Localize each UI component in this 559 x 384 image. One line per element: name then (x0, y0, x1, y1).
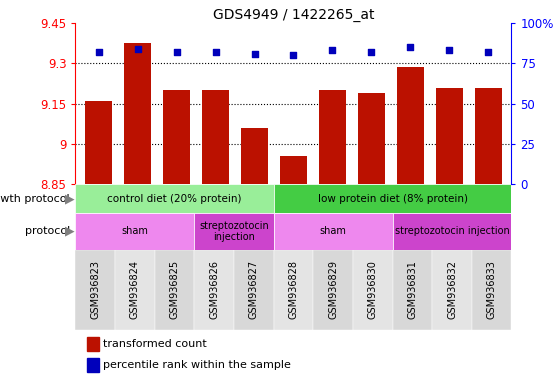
Bar (313, 250, 353, 330)
Point (289, 52, 298, 58)
Text: GSM936826: GSM936826 (209, 260, 219, 319)
Text: GSM936831: GSM936831 (408, 260, 418, 319)
Title: GDS4949 / 1422265_at: GDS4949 / 1422265_at (213, 8, 374, 22)
Point (172, 49, 181, 55)
Text: GSM936828: GSM936828 (288, 260, 299, 319)
Point (133, 46, 142, 52)
Bar (432, 250, 472, 330)
Bar (163, 90, 190, 184)
Text: ▶: ▶ (65, 225, 74, 238)
Bar (472, 250, 511, 330)
Point (484, 49, 492, 55)
Text: percentile rank within the sample: percentile rank within the sample (103, 360, 291, 370)
Point (328, 47, 337, 53)
Bar (75, 213, 195, 250)
Text: sham: sham (320, 226, 347, 237)
Bar (274, 184, 511, 213)
Bar (392, 213, 511, 250)
Text: streptozotocin
injection: streptozotocin injection (199, 220, 269, 242)
Text: ▶: ▶ (65, 192, 74, 205)
Text: GSM936827: GSM936827 (249, 260, 259, 319)
Bar (75, 250, 115, 330)
Bar (124, 43, 151, 184)
Bar (274, 213, 392, 250)
Text: GSM936829: GSM936829 (328, 260, 338, 319)
Bar (475, 88, 502, 184)
Text: low protein diet (8% protein): low protein diet (8% protein) (318, 194, 467, 204)
Point (406, 44, 415, 50)
Text: GSM936825: GSM936825 (169, 260, 179, 319)
Bar (241, 128, 268, 184)
Point (250, 51, 259, 57)
Bar (280, 156, 307, 184)
Bar (397, 67, 424, 184)
Text: GSM936824: GSM936824 (130, 260, 140, 319)
Bar (319, 90, 346, 184)
Point (211, 49, 220, 55)
Bar (85, 101, 112, 184)
Bar (195, 250, 234, 330)
Bar (202, 90, 229, 184)
Text: GSM936833: GSM936833 (487, 260, 496, 319)
Text: growth protocol: growth protocol (0, 194, 70, 204)
Bar (115, 250, 155, 330)
Bar (435, 88, 463, 184)
Text: protocol: protocol (25, 226, 70, 237)
Text: control diet (20% protein): control diet (20% protein) (107, 194, 242, 204)
Bar (358, 93, 385, 184)
Point (445, 47, 454, 53)
Bar (353, 250, 392, 330)
Bar (392, 250, 432, 330)
Point (367, 49, 376, 55)
Bar (234, 250, 274, 330)
Bar (75, 184, 274, 213)
Bar (155, 250, 195, 330)
Text: streptozotocin injection: streptozotocin injection (395, 226, 509, 237)
Text: sham: sham (121, 226, 148, 237)
Text: GSM936830: GSM936830 (368, 260, 378, 319)
Bar (274, 250, 313, 330)
Text: transformed count: transformed count (103, 339, 207, 349)
Point (94, 49, 103, 55)
Bar (195, 213, 274, 250)
Text: GSM936832: GSM936832 (447, 260, 457, 319)
Text: GSM936823: GSM936823 (91, 260, 100, 319)
